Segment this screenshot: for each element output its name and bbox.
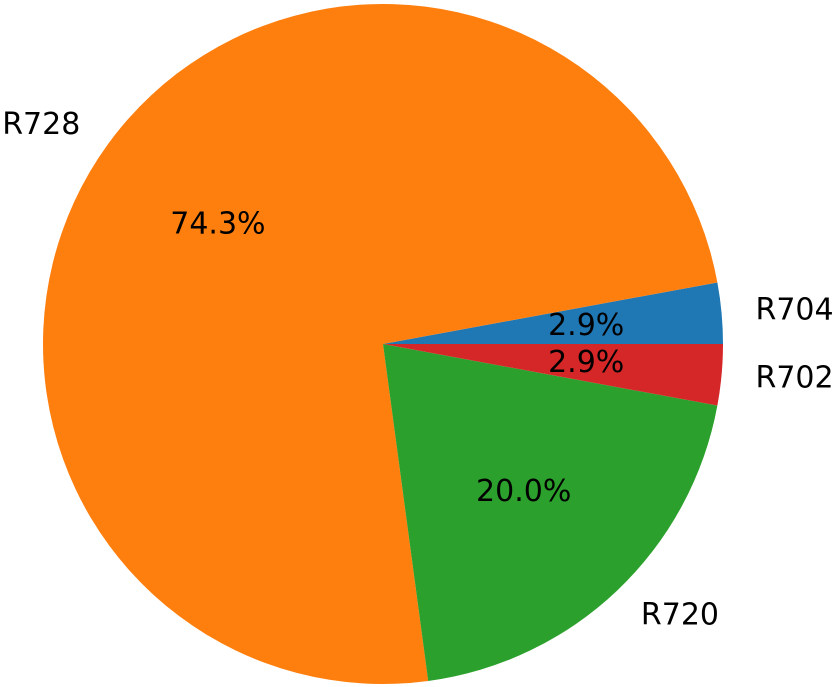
pie-slice-R720: [383, 344, 718, 681]
pie-pct-label-R720: 20.0%: [476, 474, 571, 509]
pie-slice-R702: [383, 344, 723, 406]
pie-category-label-R720: R720: [641, 597, 719, 632]
pie-pct-label-R728: 74.3%: [170, 207, 265, 242]
pie-category-label-R704: R704: [756, 293, 834, 328]
pie-category-label-R702: R702: [756, 361, 834, 396]
pie-slice-R728: [42, 4, 718, 685]
pie-slice-R704: [383, 282, 723, 344]
pie-pct-label-R702: 2.9%: [548, 345, 624, 380]
pie-pct-label-R704: 2.9%: [548, 308, 624, 343]
pie-category-label-R728: R728: [2, 107, 80, 142]
